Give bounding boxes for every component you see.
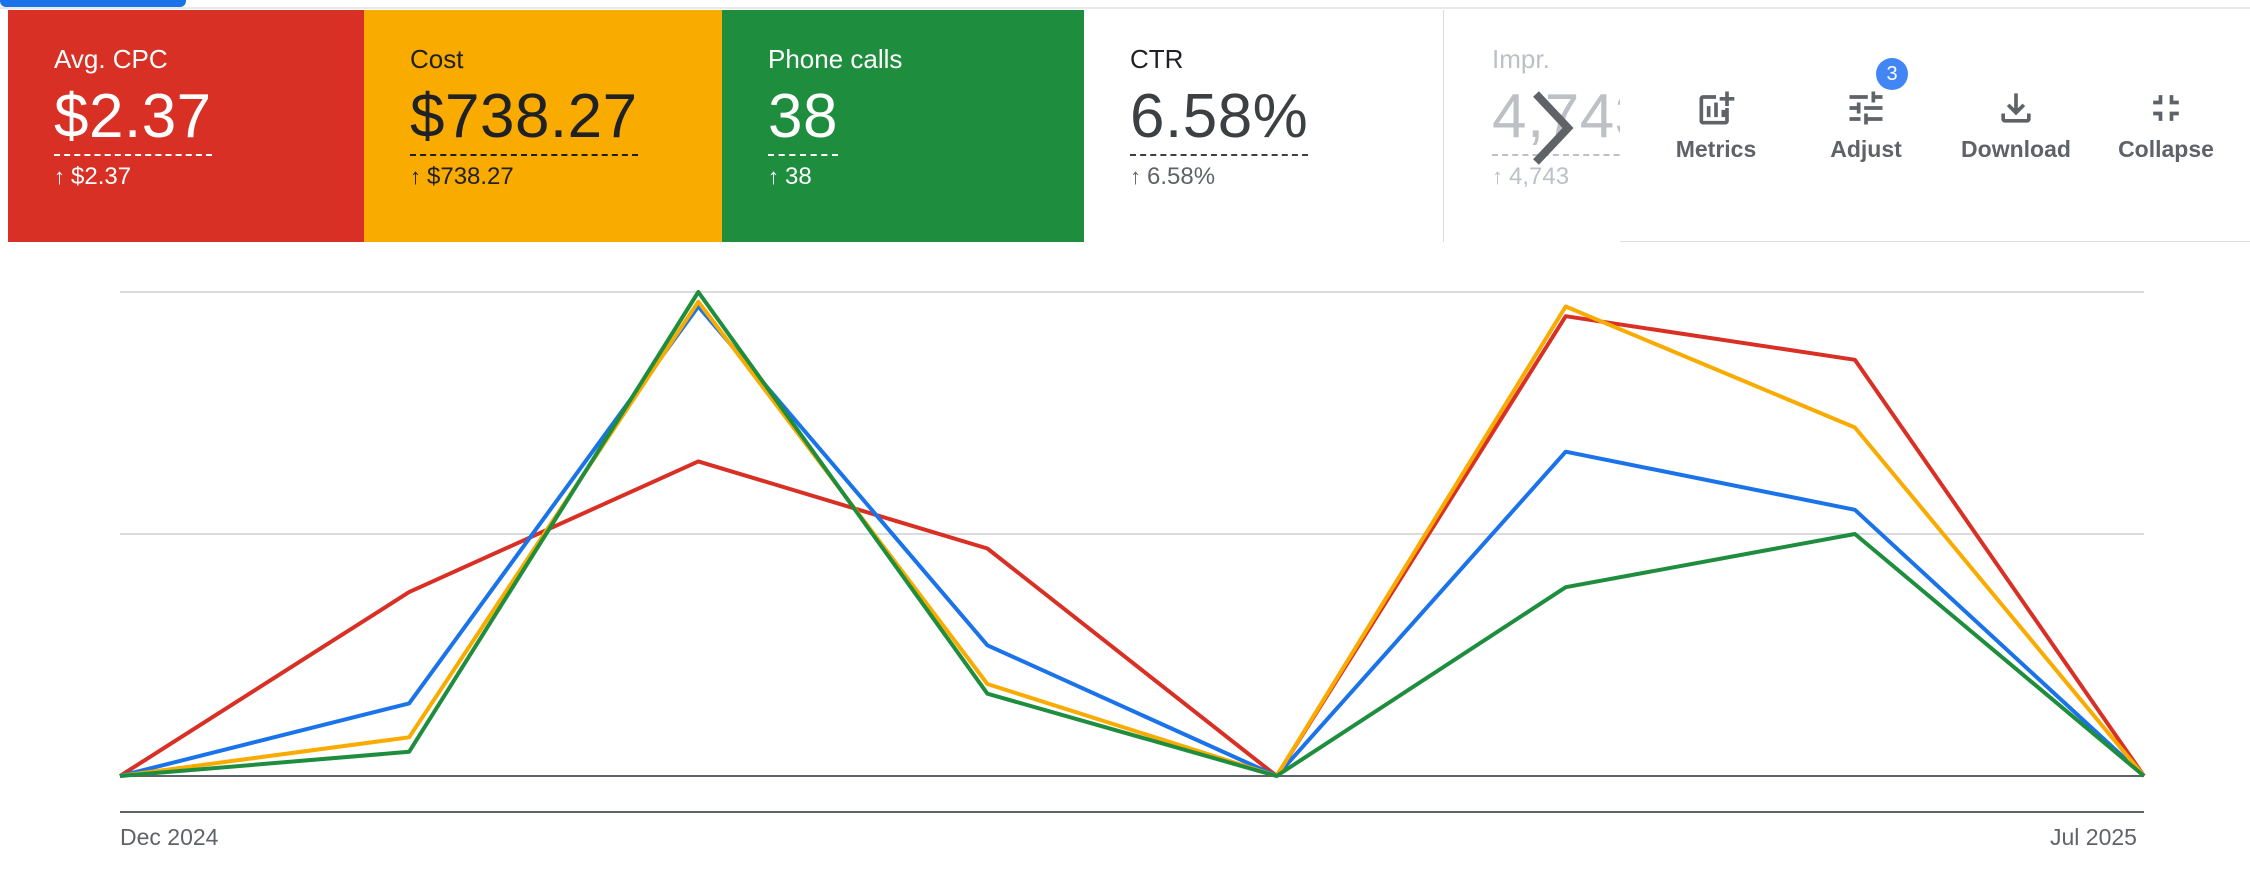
metrics-label: Metrics: [1675, 136, 1757, 162]
scorecard-delta-value: $2.37: [71, 163, 132, 190]
scorecard-delta: ↑ $2.37: [54, 162, 364, 192]
download-label: Download: [1961, 136, 2071, 162]
series-line-ctr[interactable]: [119, 304, 2146, 778]
arrow-up-icon: ↑: [410, 164, 421, 189]
tune-icon: [1849, 91, 1883, 125]
download-icon: [2001, 93, 2031, 123]
add-chart-icon: [1699, 91, 1735, 125]
adjust-count-badge: 3: [1876, 58, 1908, 90]
chart-toolbar: Metrics 3 Adjust Download Collapse: [1636, 10, 2236, 242]
collapse-label: Collapse: [2118, 136, 2214, 162]
scorecard-delta-value: 38: [785, 163, 812, 190]
scorecard-delta: ↑ $738.27: [410, 162, 722, 192]
series-line-cost[interactable]: [119, 299, 2146, 778]
adjust-label: Adjust: [1830, 136, 1902, 162]
top-strip: [0, 0, 2250, 9]
chevron-right-icon[interactable]: [1526, 88, 1576, 168]
x-tick-label: Dec 2024: [120, 824, 219, 850]
active-tab-indicator: [0, 0, 186, 7]
series-line-phone-calls[interactable]: [119, 290, 2146, 778]
scorecard-cost[interactable]: Cost $738.27 ↑ $738.27: [364, 10, 722, 242]
collapse-icon: [2153, 95, 2179, 121]
scorecard-ctr[interactable]: CTR 6.58% ↑ 6.58%: [1084, 10, 1444, 242]
download-button[interactable]: Download: [1936, 10, 2096, 242]
performance-chart: Dec 2024 Jul 2025: [0, 244, 2250, 870]
scorecard-value: $2.37: [54, 84, 212, 156]
scorecard-delta: ↑ 38: [768, 162, 1084, 192]
metric-scorecards: Avg. CPC $2.37 ↑ $2.37 Cost $738.27 ↑ $7…: [8, 10, 2250, 242]
scorecard-impressions[interactable]: Impr. 4,743 ↑ 4,743: [1444, 10, 1620, 242]
arrow-up-icon: ↑: [768, 164, 779, 189]
scorecard-delta: ↑ 6.58%: [1130, 162, 1443, 192]
scorecard-label: Impr.: [1492, 44, 1550, 74]
scorecard-value: 6.58%: [1130, 84, 1309, 156]
scorecard-phone-calls[interactable]: Phone calls 38 ↑ 38: [722, 10, 1084, 242]
arrow-up-icon: ↑: [1130, 164, 1141, 189]
scorecard-delta: ↑ 4,743: [1492, 162, 1620, 192]
arrow-up-icon: ↑: [54, 164, 65, 189]
scorecard-value: $738.27: [410, 84, 638, 156]
metrics-button[interactable]: Metrics: [1636, 10, 1796, 242]
scorecard-delta-value: 4,743: [1509, 163, 1570, 190]
scorecard-value: 38: [768, 84, 838, 156]
scorecard-label: Avg. CPC: [54, 44, 168, 74]
collapse-button[interactable]: Collapse: [2096, 10, 2236, 242]
scorecard-label: Cost: [410, 44, 464, 74]
scorecard-label: Phone calls: [768, 44, 903, 74]
adjust-button[interactable]: 3 Adjust: [1802, 10, 1930, 242]
x-tick-label: Jul 2025: [2050, 824, 2137, 850]
line-chart-svg: [118, 290, 2146, 813]
scorecard-avg-cpc[interactable]: Avg. CPC $2.37 ↑ $2.37: [8, 10, 364, 242]
scorecard-label: CTR: [1130, 44, 1184, 74]
arrow-up-icon: ↑: [1492, 164, 1503, 189]
series-line-avg-cpc[interactable]: [118, 314, 2146, 778]
scorecard-delta-value: 6.58%: [1147, 163, 1216, 190]
scorecard-delta-value: $738.27: [427, 163, 514, 190]
